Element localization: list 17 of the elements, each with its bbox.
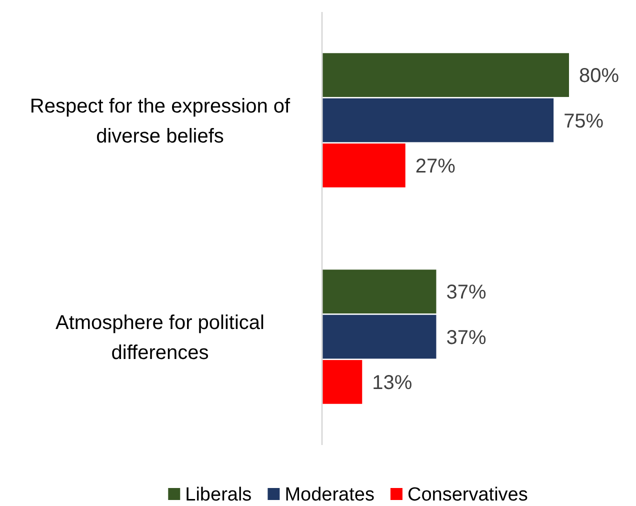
data-label: 13% [372, 372, 412, 394]
legend-label: Moderates [284, 484, 374, 506]
legend-label: Conservatives [407, 484, 528, 506]
y-tick-label: Respect for the expression of diverse beliefs [30, 95, 291, 148]
y-tick-label: Atmosphere for political differences [56, 312, 264, 364]
data-label: 37% [446, 326, 486, 349]
data-label: 80% [579, 65, 620, 88]
bar [322, 360, 362, 404]
bar [322, 270, 436, 314]
bar [322, 144, 406, 188]
data-label: 37% [446, 282, 486, 304]
legend-label: Liberals [185, 484, 252, 506]
bar [322, 53, 569, 97]
bar [322, 314, 436, 359]
data-label: 27% [415, 155, 456, 178]
data-label: 75% [564, 110, 604, 132]
bar [322, 98, 554, 142]
